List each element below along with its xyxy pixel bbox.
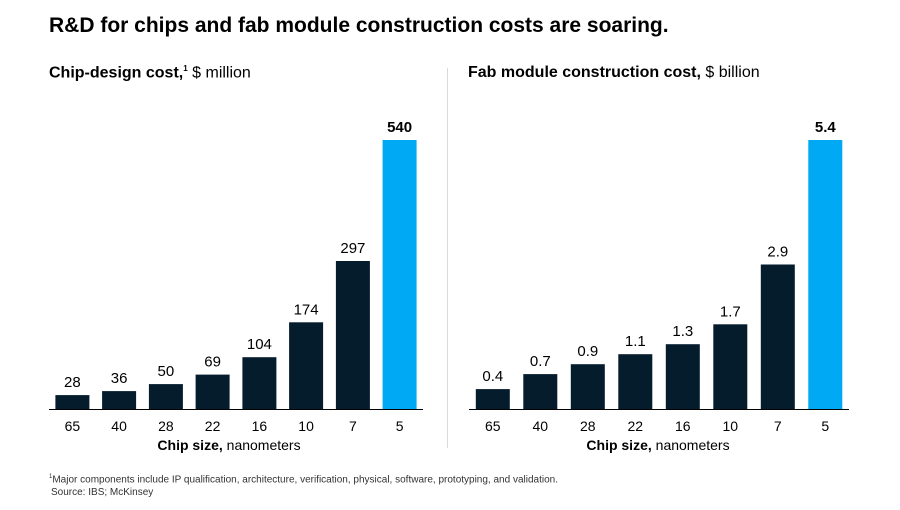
right-data-label-65: 0.4 bbox=[482, 368, 503, 385]
right-tick-label-7: 7 bbox=[774, 418, 782, 434]
right-tick-label-22: 22 bbox=[628, 418, 644, 434]
right-data-label-7: 2.9 bbox=[767, 244, 788, 261]
right-bar-16 bbox=[665, 344, 700, 409]
right-bar-22 bbox=[618, 354, 653, 409]
right-data-label-22: 1.1 bbox=[625, 333, 646, 350]
right-tick-label-65: 65 bbox=[485, 418, 501, 434]
right-data-label-16: 1.3 bbox=[672, 323, 693, 340]
right-panel-title: Fab module construction cost, $ billion bbox=[468, 64, 760, 82]
left-data-label-10: 174 bbox=[294, 301, 319, 318]
left-panel-title-unit: $ million bbox=[192, 64, 251, 82]
left-bar-65 bbox=[55, 395, 90, 409]
left-panel-title: Chip-design cost,1 $ million bbox=[49, 64, 251, 82]
right-x-axis-label-unit: nanometers bbox=[655, 437, 730, 453]
left-x-axis-label-unit: nanometers bbox=[226, 437, 301, 453]
right-data-label-28: 0.9 bbox=[577, 343, 598, 360]
left-tick-label-40: 40 bbox=[111, 418, 127, 434]
right-data-label-40: 0.7 bbox=[530, 353, 551, 370]
chart-title: R&D for chips and fab module constructio… bbox=[49, 14, 669, 37]
right-tick-label-5: 5 bbox=[821, 418, 829, 434]
right-tick-label-28: 28 bbox=[580, 418, 596, 434]
left-tick-label-28: 28 bbox=[158, 418, 174, 434]
left-panel-footnote-marker: 1 bbox=[183, 64, 188, 73]
right-bar-40 bbox=[523, 374, 558, 409]
left-bar-5 bbox=[382, 140, 417, 409]
right-data-label-10: 1.7 bbox=[720, 303, 741, 320]
left-bar-40 bbox=[102, 391, 137, 409]
left-bar-22 bbox=[195, 374, 230, 409]
right-x-axis-label-bold: Chip size, bbox=[586, 437, 652, 453]
right-tick-label-40: 40 bbox=[533, 418, 549, 434]
panel-divider bbox=[447, 68, 448, 448]
right-bar-10 bbox=[713, 324, 748, 409]
left-bar-16 bbox=[242, 357, 277, 409]
right-bar-65 bbox=[475, 389, 510, 409]
right-tick-label-16: 16 bbox=[675, 418, 691, 434]
right-bar-7 bbox=[760, 264, 795, 409]
source-note: Source: IBS; McKinsey bbox=[51, 487, 154, 498]
left-data-label-40: 36 bbox=[111, 370, 128, 387]
footnote-text: Major components include IP qualificatio… bbox=[52, 474, 558, 486]
left-data-label-16: 104 bbox=[247, 336, 272, 353]
left-data-label-7: 297 bbox=[340, 240, 365, 257]
left-bar-7 bbox=[335, 261, 370, 409]
left-data-label-5: 540 bbox=[387, 119, 412, 136]
left-tick-label-16: 16 bbox=[252, 418, 268, 434]
left-x-axis-label: Chip size, nanometers bbox=[79, 437, 379, 453]
left-panel-title-bold: Chip-design cost, bbox=[49, 64, 184, 82]
left-bar-10 bbox=[289, 322, 324, 409]
left-tick-label-65: 65 bbox=[65, 418, 81, 434]
left-data-label-65: 28 bbox=[64, 374, 81, 391]
right-bar-28 bbox=[570, 364, 605, 409]
left-tick-label-7: 7 bbox=[349, 418, 357, 434]
left-tick-label-22: 22 bbox=[205, 418, 221, 434]
left-data-label-28: 50 bbox=[158, 363, 175, 380]
left-tick-label-10: 10 bbox=[298, 418, 314, 434]
right-bar-5 bbox=[808, 140, 843, 409]
right-panel-title-unit: $ billion bbox=[705, 64, 760, 81]
right-x-axis-label: Chip size, nanometers bbox=[508, 437, 808, 453]
right-panel-title-bold: Fab module construction cost, bbox=[468, 64, 701, 81]
footnote: 1Major components include IP qualificati… bbox=[49, 474, 558, 485]
left-bar-28 bbox=[148, 384, 183, 409]
footnote-marker: 1 bbox=[49, 474, 53, 480]
right-data-label-5: 5.4 bbox=[815, 119, 837, 136]
left-tick-label-5: 5 bbox=[396, 418, 404, 434]
left-x-axis-label-bold: Chip size, bbox=[157, 437, 223, 453]
left-data-label-22: 69 bbox=[204, 354, 221, 371]
right-tick-label-10: 10 bbox=[723, 418, 739, 434]
